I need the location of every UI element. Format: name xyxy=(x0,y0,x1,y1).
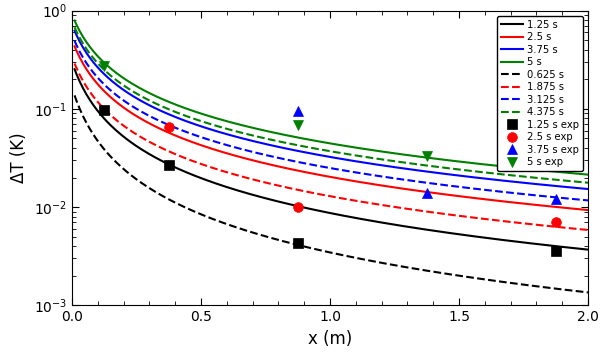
5 s xyxy=(377,149,384,153)
2.5 s xyxy=(536,203,544,207)
3.125 s xyxy=(503,190,511,195)
2.5 s xyxy=(377,183,384,187)
1.25 s xyxy=(375,220,382,224)
Line: 5 s exp: 5 s exp xyxy=(100,62,560,165)
Legend: 1.25 s, 2.5 s, 3.75 s, 5 s, 0.625 s, 1.875 s, 3.125 s, 4.375 s, 1.25 s exp, 2.5 : 1.25 s, 2.5 s, 3.75 s, 5 s, 0.625 s, 1.8… xyxy=(497,16,583,171)
4.375 s xyxy=(71,25,78,29)
1.25 s exp xyxy=(101,108,108,112)
3.75 s xyxy=(377,163,384,167)
5 s exp xyxy=(423,154,430,158)
5 s xyxy=(536,168,544,172)
1.875 s xyxy=(73,65,80,70)
5 s exp xyxy=(101,64,108,69)
4.375 s xyxy=(377,157,384,161)
0.625 s xyxy=(73,98,80,102)
1.25 s xyxy=(536,242,544,246)
0.625 s xyxy=(385,262,392,266)
Y-axis label: ΔT (K): ΔT (K) xyxy=(10,133,28,183)
0.625 s xyxy=(377,261,384,265)
0.625 s xyxy=(536,285,544,289)
2.5 s exp xyxy=(165,125,172,129)
2.5 s xyxy=(584,208,592,212)
3.75 s xyxy=(536,182,544,187)
Line: 1.25 s exp: 1.25 s exp xyxy=(100,105,560,256)
1.875 s xyxy=(375,202,382,207)
2.5 s xyxy=(503,200,511,204)
3.75 s exp xyxy=(423,191,430,195)
3.125 s xyxy=(584,198,592,203)
Line: 0.625 s: 0.625 s xyxy=(74,95,588,293)
3.75 s exp xyxy=(294,109,301,113)
3.75 s xyxy=(503,179,511,183)
3.125 s xyxy=(71,39,78,43)
3.125 s xyxy=(377,174,384,178)
1.25 s xyxy=(73,71,80,76)
2.5 s exp xyxy=(552,220,559,224)
2.5 s xyxy=(375,183,382,187)
2.5 s xyxy=(71,44,78,48)
Line: 1.25 s: 1.25 s xyxy=(74,69,588,250)
Line: 2.5 s: 2.5 s xyxy=(74,46,588,210)
5 s xyxy=(71,18,78,23)
X-axis label: x (m): x (m) xyxy=(308,330,352,348)
1.875 s xyxy=(377,203,384,207)
3.125 s xyxy=(375,174,382,178)
1.875 s xyxy=(584,228,592,232)
3.75 s xyxy=(71,29,78,33)
Line: 4.375 s: 4.375 s xyxy=(74,27,588,183)
0.625 s xyxy=(71,93,78,98)
3.125 s xyxy=(73,43,80,47)
0.625 s xyxy=(375,260,382,264)
5 s xyxy=(385,151,392,155)
4.375 s xyxy=(73,29,80,33)
4.375 s xyxy=(536,176,544,180)
Line: 3.75 s exp: 3.75 s exp xyxy=(293,106,560,204)
1.25 s xyxy=(584,247,592,252)
1.875 s xyxy=(536,223,544,227)
1.25 s xyxy=(377,220,384,224)
5 s exp xyxy=(294,123,301,127)
1.25 s exp xyxy=(165,163,172,167)
3.75 s xyxy=(584,187,592,191)
3.125 s xyxy=(536,193,544,198)
3.75 s xyxy=(385,164,392,169)
2.5 s exp xyxy=(294,205,301,209)
Line: 3.75 s: 3.75 s xyxy=(74,31,588,189)
5 s xyxy=(375,149,382,153)
4.375 s xyxy=(385,158,392,163)
Line: 3.125 s: 3.125 s xyxy=(74,41,588,201)
Line: 1.875 s: 1.875 s xyxy=(74,64,588,230)
1.25 s exp xyxy=(552,248,559,253)
2.5 s xyxy=(385,185,392,189)
1.875 s xyxy=(385,204,392,208)
0.625 s xyxy=(584,290,592,295)
5 s xyxy=(503,165,511,169)
1.25 s xyxy=(503,239,511,243)
1.875 s xyxy=(71,61,78,66)
3.125 s xyxy=(385,175,392,180)
4.375 s xyxy=(503,173,511,177)
1.25 s xyxy=(385,222,392,226)
4.375 s xyxy=(375,157,382,161)
3.75 s exp xyxy=(552,197,559,201)
Line: 2.5 s exp: 2.5 s exp xyxy=(164,122,560,227)
3.75 s xyxy=(375,163,382,167)
Line: 5 s: 5 s xyxy=(74,21,588,175)
0.625 s xyxy=(503,280,511,285)
5 s xyxy=(584,173,592,177)
1.875 s xyxy=(503,219,511,224)
3.75 s xyxy=(73,33,80,37)
4.375 s xyxy=(584,181,592,185)
1.25 s xyxy=(71,67,78,71)
2.5 s xyxy=(73,48,80,53)
1.25 s exp xyxy=(294,241,301,245)
5 s exp xyxy=(552,158,559,162)
5 s xyxy=(73,22,80,27)
